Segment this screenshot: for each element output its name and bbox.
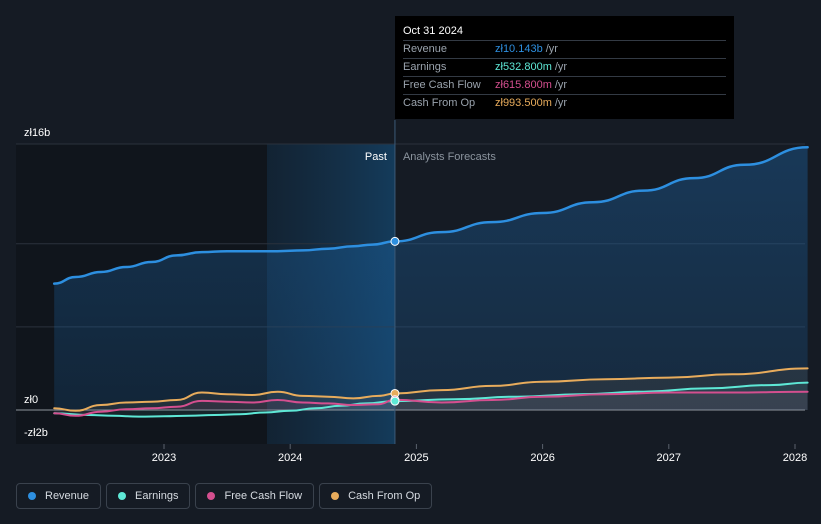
x-tick-label: 2025 xyxy=(404,452,428,464)
legend-item-revenue[interactable]: Revenue xyxy=(16,483,102,509)
legend-item-earnings[interactable]: Earnings xyxy=(106,483,191,509)
legend-label: Revenue xyxy=(45,490,90,502)
revenue-line xyxy=(52,146,809,285)
past-label: Past xyxy=(365,151,387,163)
revenue-marker xyxy=(390,236,400,246)
cash-from-op-line xyxy=(53,367,809,412)
chart-area: Past Analysts Forecasts zł16b zł0 -zł2b … xyxy=(16,120,809,464)
earnings-area xyxy=(54,382,808,417)
tooltip-unit: /yr xyxy=(554,61,568,73)
tooltip: Oct 31 2024 Revenue zł10.143b /yr Earnin… xyxy=(395,16,734,119)
tooltip-row-earnings: Earnings zł532.800m /yr xyxy=(403,59,726,77)
free-cash-flow-area xyxy=(54,391,808,416)
tooltip-value: zł615.800m xyxy=(495,79,552,91)
free-cash-flow-line xyxy=(53,390,809,417)
tooltip-row-cash-from-op: Cash From Op zł993.500m /yr xyxy=(403,95,726,112)
revenue-area xyxy=(54,147,808,411)
tooltip-value: zł993.500m xyxy=(495,97,552,109)
legend-item-cash-from-op[interactable]: Cash From Op xyxy=(319,483,433,509)
tooltip-value: zł10.143b xyxy=(495,43,543,55)
tooltip-label: Free Cash Flow xyxy=(403,79,481,91)
legend-label: Free Cash Flow xyxy=(224,490,303,502)
x-tick-label: 2027 xyxy=(657,452,681,464)
y-axis-label-top: zł16b xyxy=(24,127,50,139)
tooltip-unit: /yr xyxy=(554,79,568,91)
legend-label: Earnings xyxy=(135,490,179,502)
series-lines xyxy=(52,146,809,418)
earnings-marker xyxy=(390,396,400,406)
x-tick-label: 2024 xyxy=(278,452,302,464)
cash-from-op-area xyxy=(54,368,808,411)
x-axis-ticks: 2023 2024 2025 2026 2027 2028 xyxy=(152,444,807,464)
x-tick-label: 2026 xyxy=(530,452,554,464)
legend-label: Cash From Op xyxy=(348,490,421,502)
y-axis-label-zero: zł0 xyxy=(24,394,38,406)
legend-dot-icon xyxy=(28,492,36,500)
tooltip-unit: /yr xyxy=(545,43,558,55)
tooltip-unit: /yr xyxy=(554,97,568,109)
tooltip-label: Earnings xyxy=(403,61,447,73)
tooltip-label: Cash From Op xyxy=(403,97,476,109)
tooltip-markers xyxy=(390,236,400,406)
x-tick-label: 2023 xyxy=(152,452,176,464)
x-tick-label: 2028 xyxy=(783,452,807,464)
legend-dot-icon xyxy=(331,492,340,500)
tooltip-label: Revenue xyxy=(403,43,448,55)
legend-dot-icon xyxy=(207,492,216,500)
tooltip-row-free-cash-flow: Free Cash Flow zł615.800m /yr xyxy=(403,77,726,95)
tooltip-row-revenue: Revenue zł10.143b /yr xyxy=(403,41,726,59)
tooltip-value: zł532.800m xyxy=(495,61,552,73)
legend: Revenue Earnings Free Cash Flow Cash Fro… xyxy=(16,483,433,511)
forecast-label: Analysts Forecasts xyxy=(403,151,496,163)
tooltip-date: Oct 31 2024 xyxy=(403,24,726,41)
legend-item-free-cash-flow[interactable]: Free Cash Flow xyxy=(195,483,315,509)
legend-dot-icon xyxy=(118,492,127,500)
earnings-line xyxy=(53,381,809,418)
y-axis-label-negative: -zł2b xyxy=(24,427,48,439)
series-areas xyxy=(54,147,808,417)
